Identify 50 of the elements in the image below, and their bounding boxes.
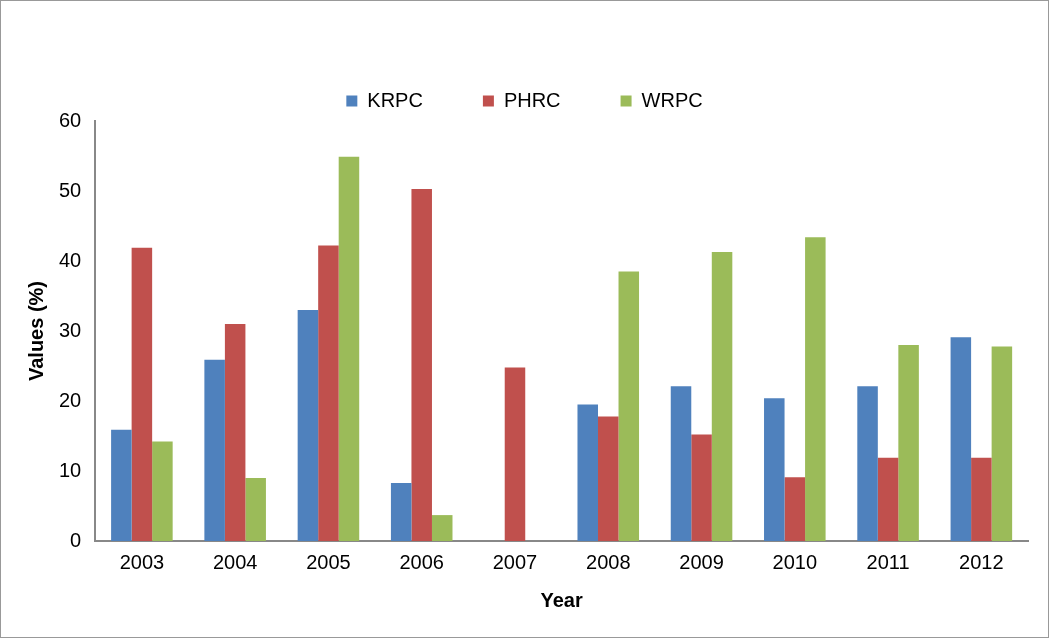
y-tick-label: 40 <box>59 248 82 271</box>
y-axis-title: Values (%) <box>24 280 47 382</box>
bar <box>577 404 598 541</box>
y-tick-label: 10 <box>59 458 82 481</box>
x-tick-label: 2005 <box>306 550 351 573</box>
bar <box>991 346 1013 541</box>
y-tick-label: 60 <box>59 108 82 131</box>
bar <box>204 359 225 541</box>
y-tick-label: 50 <box>59 178 82 201</box>
bar <box>338 156 360 541</box>
bar <box>131 247 153 541</box>
bar <box>111 429 132 541</box>
bar <box>390 482 412 541</box>
bar <box>784 477 806 541</box>
bar <box>618 271 640 541</box>
bar <box>431 515 453 541</box>
x-tick-label: 2006 <box>399 550 444 573</box>
legend-label: PHRC <box>503 88 561 111</box>
bar <box>297 310 319 541</box>
bar <box>691 434 712 541</box>
bar <box>877 457 899 541</box>
bar <box>950 337 972 541</box>
bar <box>224 324 246 541</box>
y-tick-label: 30 <box>59 318 82 341</box>
x-tick-label: 2009 <box>679 550 724 573</box>
bar <box>504 367 526 541</box>
x-tick-label: 2010 <box>772 550 818 573</box>
bar <box>805 237 826 541</box>
bar <box>245 478 266 541</box>
x-tick-label: 2004 <box>212 550 258 573</box>
bar <box>598 416 619 541</box>
bar <box>971 457 992 541</box>
bar <box>411 188 432 541</box>
bar <box>764 398 785 541</box>
x-tick-label: 2008 <box>586 550 631 573</box>
bar <box>152 441 173 541</box>
bar <box>857 386 878 541</box>
x-tick-label: 2007 <box>492 550 538 573</box>
bar <box>711 251 733 541</box>
bar <box>898 345 919 541</box>
y-tick-label: 0 <box>70 528 82 551</box>
y-tick-label: 20 <box>59 388 82 411</box>
legend-label: KRPC <box>367 88 423 111</box>
x-tick-label: 2011 <box>866 550 910 573</box>
legend-label: WRPC <box>641 88 703 111</box>
x-tick-label: 2003 <box>119 550 165 573</box>
x-axis-title: Year <box>540 588 583 611</box>
x-tick-label: 2012 <box>959 550 1004 573</box>
bar <box>670 386 692 541</box>
bar <box>318 245 339 541</box>
